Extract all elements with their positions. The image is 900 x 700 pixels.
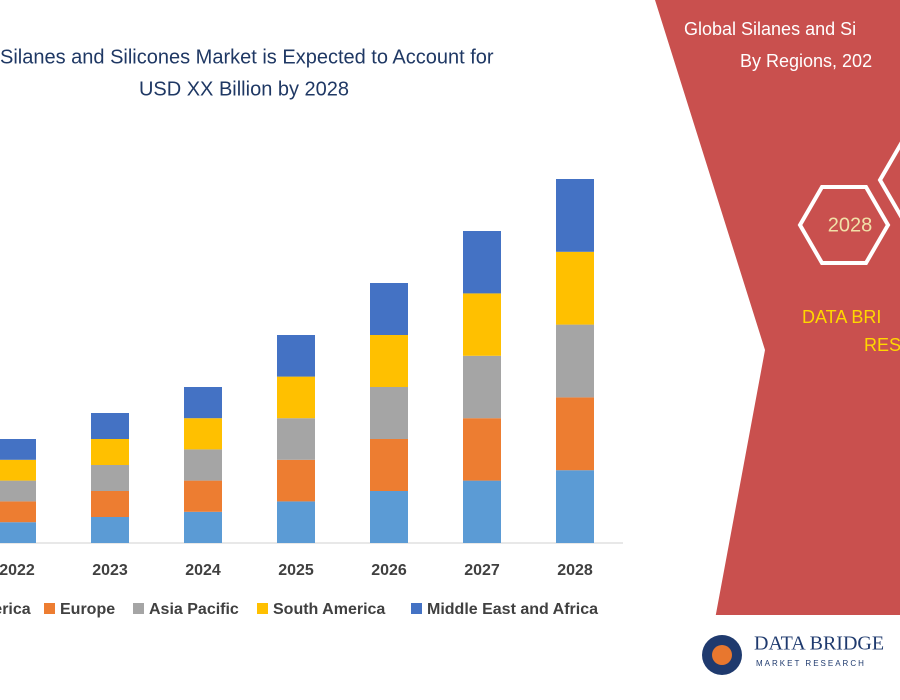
logo-mark [712,645,732,665]
x-tick-label: 2026 [371,562,407,579]
bar-segment [277,418,315,460]
panel-heading: By Regions, 202 [740,51,872,71]
bar-segment [184,511,222,543]
bar-segment [370,387,408,439]
bar-segment [184,449,222,481]
bar-segment [91,465,129,491]
x-tick-label: 2022 [0,562,35,579]
bar-segment [0,480,36,502]
bar-segment [370,335,408,387]
side-panel [655,0,900,700]
brand-text: DATA BRI [802,307,881,327]
bar-segment [556,397,594,471]
bar-segment [463,418,501,481]
legend-swatch [257,603,268,614]
bar-segment [463,355,501,419]
bar-segment [91,413,129,439]
bar-segment [0,501,36,523]
bar-segment [91,491,129,517]
legend-label: Middle East and Africa [427,601,598,618]
bar-segment [370,283,408,335]
chart-title: Silanes and Silicones Market is Expected… [0,46,494,68]
legend-label: Europe [60,601,115,618]
bar-segment [184,418,222,450]
bar-segment [184,480,222,512]
bar-segment [277,376,315,419]
x-tick-label: 2023 [92,562,128,579]
legend-label: North America [0,601,31,618]
bar-segment [556,324,594,398]
legend-label: Asia Pacific [149,601,239,618]
bar-segment [370,491,408,543]
bar-segment [0,459,36,481]
hexagon [797,185,891,265]
bar-segment [463,480,501,543]
bar-segment [277,335,315,377]
bar-segment [277,501,315,543]
legend-swatch [44,603,55,614]
x-tick-label: 2024 [185,562,221,579]
x-tick-label: 2025 [278,562,314,579]
bar-segment [556,470,594,543]
bar-segment [91,517,129,543]
brand-text: RES [864,335,900,355]
bar-segment [184,387,222,419]
bar-segment [0,439,36,460]
bar-segment [556,251,594,325]
bar-segment [463,293,501,356]
hexagon-label: 2028 [828,214,873,236]
panel-heading: Global Silanes and Si [684,19,856,39]
bar-segment [277,459,315,502]
x-tick-label: 2028 [557,562,593,579]
legend-swatch [133,603,144,614]
legend-label: South America [273,601,385,618]
legend-swatch [411,603,422,614]
bar-segment [463,231,501,294]
x-tick-label: 2027 [464,562,500,579]
bar-segment [0,522,36,543]
chart-title: USD XX Billion by 2028 [139,78,349,100]
bar-segment [370,439,408,491]
bar-segment [556,179,594,252]
bar-segment [91,439,129,465]
logo-subtext: MARKET RESEARCH [756,659,866,668]
logo-text: DATA BRIDGE [754,633,884,655]
